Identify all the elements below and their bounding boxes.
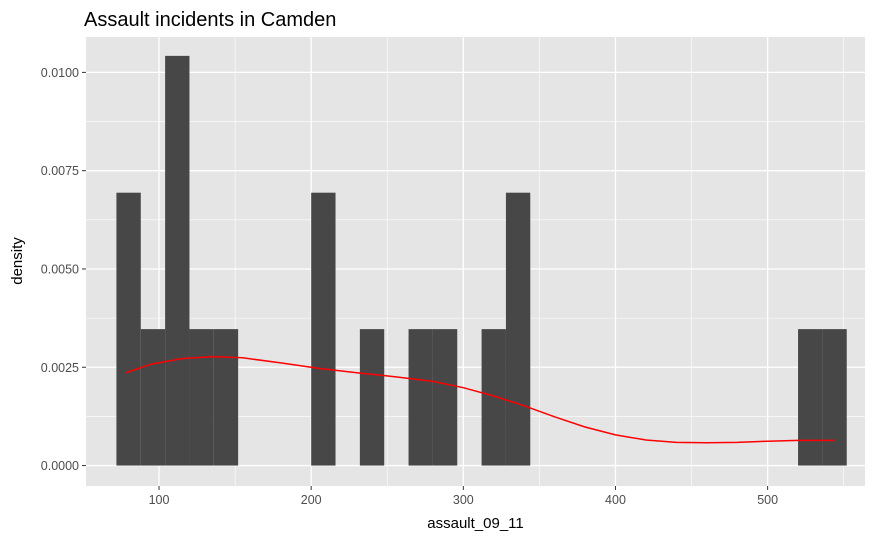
y-tick-label: 0.0075 [41,164,79,178]
histogram-bars [116,55,847,466]
density-curve-layer [125,355,835,444]
grid-minor [86,37,865,486]
x-tick-label: 400 [605,493,626,507]
y-tick-label: 0.0000 [41,459,79,473]
x-axis-label: assault_09_11 [427,515,523,532]
histogram-bar [213,329,239,466]
y-tick-label: 0.0025 [41,361,79,375]
x-tick-label: 500 [757,493,778,507]
histogram-bar [189,329,214,466]
histogram-bar [432,329,458,466]
histogram-bar [822,329,847,466]
chart-title: Assault incidents in Camden [84,9,336,31]
histogram-bar [116,192,141,466]
y-axis: 0.0000 0.0025 0.0050 0.0075 0.0100 [41,66,86,473]
histogram-bar [798,329,823,466]
density-curve [125,355,835,444]
histogram-bar [505,192,531,466]
y-tick-label: 0.0050 [41,262,79,276]
x-axis: 100 200 300 400 500 [149,486,778,507]
x-tick-label: 100 [149,493,170,507]
x-tick-label: 200 [301,493,322,507]
y-axis-label: density [9,237,26,285]
histogram-bar [359,329,385,466]
y-tick-label: 0.0100 [41,66,79,80]
x-tick-label: 300 [453,493,474,507]
histogram-bar [165,55,190,466]
histogram-bar [311,192,336,466]
histogram-bar [408,329,433,466]
histogram-bar [140,329,166,466]
histogram-bar [481,329,506,466]
